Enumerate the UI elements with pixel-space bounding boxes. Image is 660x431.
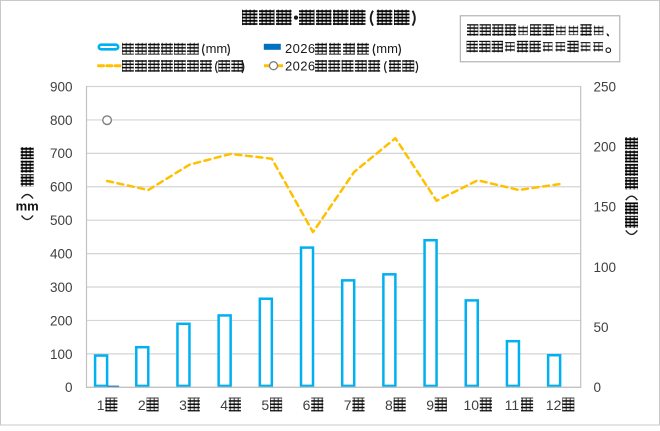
svg-text:150: 150 [594,200,617,215]
svg-text:900: 900 [50,79,73,94]
svg-text:4: 4 [220,397,228,413]
svg-text:0: 0 [594,380,602,395]
svg-text:11: 11 [505,397,520,413]
svg-text:0: 0 [65,380,73,395]
svg-text:50: 50 [594,320,609,335]
svg-text:700: 700 [50,146,73,161]
svg-text:mm: mm [206,41,228,56]
svg-text:7: 7 [344,397,352,413]
svg-text:1: 1 [97,397,105,413]
svg-text:mm: mm [376,41,398,56]
svg-text:300: 300 [50,280,73,295]
svg-text:2026: 2026 [285,41,316,56]
svg-text:100: 100 [50,347,73,362]
svg-text:400: 400 [50,247,73,262]
svg-text:200: 200 [50,313,73,328]
svg-text:200: 200 [594,140,617,155]
svg-text:mm: mm [16,199,39,214]
svg-text:100: 100 [594,260,617,275]
svg-text:5: 5 [261,397,269,413]
svg-text:9: 9 [426,397,434,413]
svg-text:800: 800 [50,113,73,128]
svg-text:3: 3 [179,397,187,413]
svg-text:2: 2 [138,397,146,413]
svg-text:500: 500 [50,213,73,228]
svg-text:600: 600 [50,180,73,195]
svg-text:6: 6 [303,397,311,413]
svg-text:12: 12 [546,397,562,413]
svg-text:8: 8 [385,397,393,413]
svg-text:2026: 2026 [285,59,316,74]
svg-text:250: 250 [594,79,617,94]
svg-text:10: 10 [464,397,480,413]
